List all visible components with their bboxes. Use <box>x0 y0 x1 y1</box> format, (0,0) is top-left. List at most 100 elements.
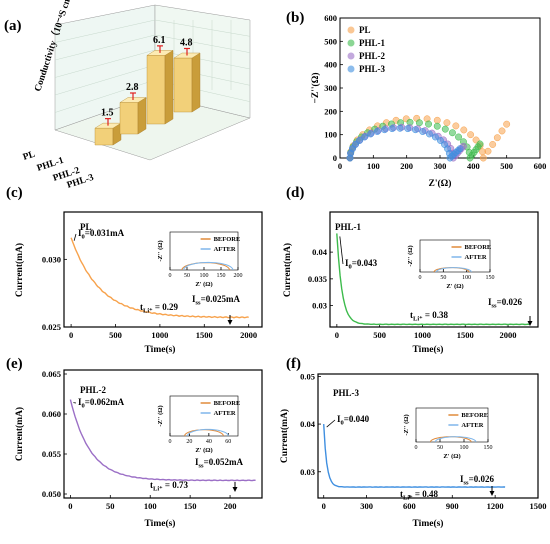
category-label: PL <box>22 150 37 163</box>
inset-x-label: Z' (Ω) <box>446 283 463 290</box>
iss-arrow-head <box>527 321 533 326</box>
iss-label: Iss=0.025mA <box>192 294 240 307</box>
x-tick-label: 1500 <box>196 330 213 340</box>
data-point-PHL-1 <box>433 122 441 130</box>
legend-marker <box>347 52 355 60</box>
sample-label: PL <box>80 222 92 232</box>
transference-number-label: tLi⁺ = 0.29 <box>140 302 178 315</box>
data-point-PHL-3 <box>356 137 363 144</box>
data-point-PL <box>467 131 475 139</box>
y-tick-label: 300 <box>324 83 337 93</box>
current-time-plot-PL: 0 500 1000 1500 20000.0250.030Time(s)Current… <box>14 211 263 355</box>
legend-label: PHL-3 <box>359 64 385 74</box>
current-curve <box>70 237 249 319</box>
bar-front <box>146 55 166 125</box>
inset-impedance: 0 50 100 150 200 Z' (Ω) -Z'' (Ω) BEFORE AFTER <box>157 231 243 288</box>
data-point-PHL-1 <box>455 133 462 141</box>
legend-label: PHL-2 <box>359 51 385 61</box>
current-curve <box>69 399 256 482</box>
legend-marker <box>347 65 355 73</box>
grid-line <box>54 34 156 61</box>
x-tick-label: 900 <box>446 501 459 511</box>
axes-frame <box>415 407 489 443</box>
x-tick-label: 2000 <box>240 330 257 340</box>
x-tick-label: 50 <box>437 445 443 451</box>
inset-legend-label: AFTER <box>465 254 487 261</box>
y-tick-label: 0 <box>333 153 337 163</box>
bar-side <box>191 52 201 113</box>
bar-front <box>173 57 193 113</box>
transference-number-label: tLi⁺ = 0.48 <box>400 489 438 502</box>
x-tick-label: 50 <box>184 273 190 279</box>
y-tick-label: 0.065 <box>42 369 61 379</box>
data-point-PHL-3 <box>381 126 388 134</box>
bar-side <box>164 50 174 125</box>
x-tick-label: 100 <box>144 501 157 511</box>
bar-chart-3d: Conductivity（10⁻⁴S cm⁻¹）1.52.86.1 4.8PL PH… <box>22 0 251 191</box>
transference-number-label: tLi⁺ = 0.73 <box>150 480 188 493</box>
data-point-PHL-1 <box>448 129 456 137</box>
x-tick-label: 150 <box>184 501 197 511</box>
data-point-PHL-1 <box>415 119 423 127</box>
sample-label: PHL-1 <box>335 222 361 232</box>
y-axis-label: −Z''(Ω) <box>310 73 321 104</box>
x-tick-label: 150 <box>484 445 493 451</box>
iss-label: Iss=0.026 <box>488 297 522 310</box>
data-point-PHL-3 <box>388 125 396 133</box>
i0-label: I0=0.031mA <box>78 228 125 241</box>
bar-value-label: 2.8 <box>126 82 139 93</box>
y-tick-label: 500 <box>324 36 337 46</box>
y-axis-label: Current(mA) <box>279 409 290 463</box>
x-tick-label: 1500 <box>530 501 547 511</box>
bar-front <box>94 127 114 146</box>
current-curve <box>323 424 506 488</box>
x-tick-label: 200 <box>400 161 413 171</box>
inset-y-label: -Z'' (Ω) <box>157 240 164 261</box>
i0-arrow <box>73 233 77 241</box>
y-tick-label: 100 <box>324 130 337 140</box>
bar-value-label: 1.5 <box>101 108 114 119</box>
x-axis-label: Time(s) <box>145 518 176 529</box>
x-axis-label: Z'(Ω) <box>429 178 452 189</box>
x-tick-label: 100 <box>200 273 209 279</box>
inset-curve-after <box>434 436 477 443</box>
i0-arrow <box>339 236 344 265</box>
y-axis-label: Current(mA) <box>14 407 25 461</box>
data-point-PHL-3 <box>396 124 404 132</box>
i0-label: I0=0.040 <box>337 414 370 427</box>
y-axis-label: Current(mA) <box>282 243 293 297</box>
y-tick-label: 0.055 <box>42 449 61 459</box>
panel-label: (c) <box>6 185 23 201</box>
x-tick-label: 200 <box>234 273 243 279</box>
inset-legend-label: AFTER <box>461 422 483 429</box>
panel-label: (f) <box>286 356 301 372</box>
x-tick-label: 1000 <box>151 330 168 340</box>
nyquist-plot: 0 100 200 300 400 500 600 0 100 200 300 400 500 600 Z'… <box>310 13 546 189</box>
panel-label: (a) <box>4 18 22 34</box>
data-point-PHL-3 <box>361 133 369 141</box>
panel-label: (e) <box>6 356 23 372</box>
y-tick-label: 600 <box>324 13 337 23</box>
current-time-plot-PHL-1: 0 500 1000 1500 20000.030.0350.04Time(s)Curr… <box>282 211 539 355</box>
data-point-PHL-3 <box>456 145 464 153</box>
iss-label: Iss=0.052mA <box>195 457 243 470</box>
data-point-PHL-1 <box>476 140 484 148</box>
x-tick-label: 150 <box>217 273 226 279</box>
data-point-PL <box>443 119 451 127</box>
legend-marker <box>347 39 355 47</box>
i0-arrow <box>326 419 336 428</box>
y-tick-label: 0.04 <box>312 247 328 257</box>
x-tick-label: 300 <box>360 501 373 511</box>
x-tick-label: 0 <box>322 501 326 511</box>
inset-y-label: -Z'' (Ω) <box>403 414 410 435</box>
inset-x-label: Z' (Ω) <box>195 281 212 288</box>
i0-label: I0=0.043 <box>345 258 378 271</box>
iss-arrow-head <box>232 487 238 492</box>
axes-frame <box>317 373 539 499</box>
inset-y-label: -Z'' (Ω) <box>407 245 414 266</box>
bar-front <box>119 102 139 135</box>
y-axis-label: Current(mA) <box>14 243 25 297</box>
inset-x-label: Z' (Ω) <box>443 453 460 460</box>
x-axis-label: Time(s) <box>413 344 444 355</box>
inset-impedance: 0 50 100 150 Z' (Ω) -Z'' (Ω) BEFORE AFTER <box>407 239 495 290</box>
